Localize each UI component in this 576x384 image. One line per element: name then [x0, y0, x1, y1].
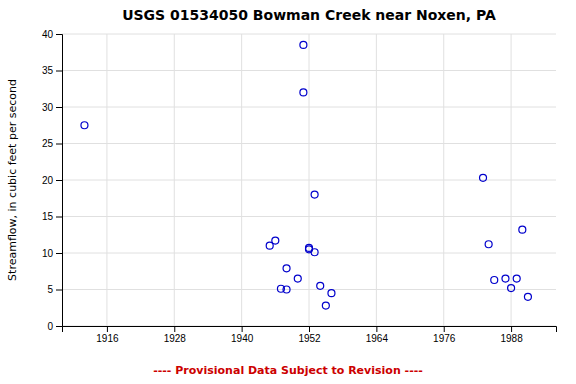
- title: USGS 01534050 Bowman Creek near Noxen, P…: [122, 7, 496, 23]
- y-tick: 35: [42, 65, 62, 76]
- chart: 1916 1928 1940 1952 1964 1976 1988 0 5 10 15 20 25 30…: [0, 0, 576, 384]
- y-tick-mark: [56, 34, 62, 35]
- y-tick-label: 15: [42, 211, 54, 222]
- point: [272, 237, 279, 244]
- x-tick-label: 1916: [96, 333, 119, 344]
- y-grid-line: [62, 216, 556, 217]
- y-tick-label: 10: [42, 248, 54, 259]
- point: [480, 174, 487, 181]
- y-tick: 0: [47, 321, 62, 332]
- grid: [62, 34, 556, 326]
- x-tick-label: 1952: [298, 333, 321, 344]
- y-axis-line: [56, 35, 63, 327]
- y-tick-mark: [56, 217, 62, 218]
- y-tick: 30: [42, 102, 62, 113]
- point: [317, 282, 324, 289]
- x-tick: 1940: [231, 326, 254, 344]
- x-tick-mark: [309, 326, 310, 332]
- x-tick-mark: [511, 326, 512, 332]
- point: [283, 286, 290, 293]
- point: [311, 249, 318, 256]
- x-tick-label: 1928: [164, 333, 187, 344]
- x-tick-mark: [376, 326, 377, 332]
- y-tick-label: 35: [42, 65, 54, 76]
- y-tick: 10: [42, 248, 62, 259]
- x-tick-mark: [444, 326, 445, 332]
- x-tick: 1988: [500, 326, 523, 344]
- y-axis: 0 5 10 15 20 25 30 35 40: [42, 29, 63, 332]
- point: [322, 302, 329, 309]
- y-tick: 40: [42, 29, 62, 40]
- point: [519, 226, 526, 233]
- x-tick-label: 1988: [500, 333, 523, 344]
- point: [283, 265, 290, 272]
- point: [81, 122, 88, 129]
- y-tick-mark: [56, 180, 62, 181]
- y-tick-mark: [56, 107, 62, 108]
- y-tick-label: 40: [42, 29, 54, 40]
- y-axis-title: Streamflow, in cubic feet per second: [6, 79, 19, 281]
- x-tick: 1952: [298, 326, 321, 344]
- y-tick-mark: [56, 253, 62, 254]
- footer-note: ---- Provisional Data Subject to Revisio…: [153, 364, 423, 377]
- y-tick-mark: [56, 290, 62, 291]
- plot-area: [81, 41, 531, 309]
- point: [328, 290, 335, 297]
- point: [311, 191, 318, 198]
- y-tick-label: 30: [42, 102, 54, 113]
- y-grid-line: [62, 34, 556, 35]
- y-grid-line: [62, 180, 556, 181]
- x-tick-mark: [242, 326, 243, 332]
- x-tick-mark: [174, 326, 175, 332]
- x-axis-line: [63, 327, 557, 333]
- y-tick-mark: [56, 144, 62, 145]
- x-tick: 1976: [433, 326, 456, 344]
- point: [294, 275, 301, 282]
- x-tick-label: 1964: [366, 333, 389, 344]
- y-grid-line: [62, 70, 556, 71]
- point: [524, 293, 531, 300]
- x-tick-label: 1976: [433, 333, 456, 344]
- y-tick: 20: [42, 175, 62, 186]
- point: [266, 242, 273, 249]
- x-tick: 1916: [96, 326, 119, 344]
- y-tick: 25: [42, 138, 62, 149]
- x-axis: 1916 1928 1940 1952 1964 1976 1988: [63, 326, 557, 344]
- y-tick-label: 25: [42, 138, 54, 149]
- x-tick: 1964: [366, 326, 389, 344]
- y-grid-line: [62, 107, 556, 108]
- x-tick-mark: [107, 326, 108, 332]
- point: [491, 277, 498, 284]
- point: [502, 275, 509, 282]
- y-grid-line: [62, 289, 556, 290]
- point: [485, 241, 492, 248]
- y-tick-mark: [56, 71, 62, 72]
- x-tick: 1928: [164, 326, 187, 344]
- y-tick-mark: [56, 326, 62, 327]
- y-tick-label: 0: [47, 321, 53, 332]
- point: [513, 275, 520, 282]
- point: [300, 89, 307, 96]
- y-tick: 15: [42, 211, 62, 222]
- point: [300, 41, 307, 48]
- y-tick-label: 20: [42, 175, 54, 186]
- point: [508, 285, 515, 292]
- x-tick-label: 1940: [231, 333, 254, 344]
- y-tick-label: 5: [47, 284, 53, 295]
- y-tick: 5: [47, 284, 62, 295]
- y-grid-line: [62, 143, 556, 144]
